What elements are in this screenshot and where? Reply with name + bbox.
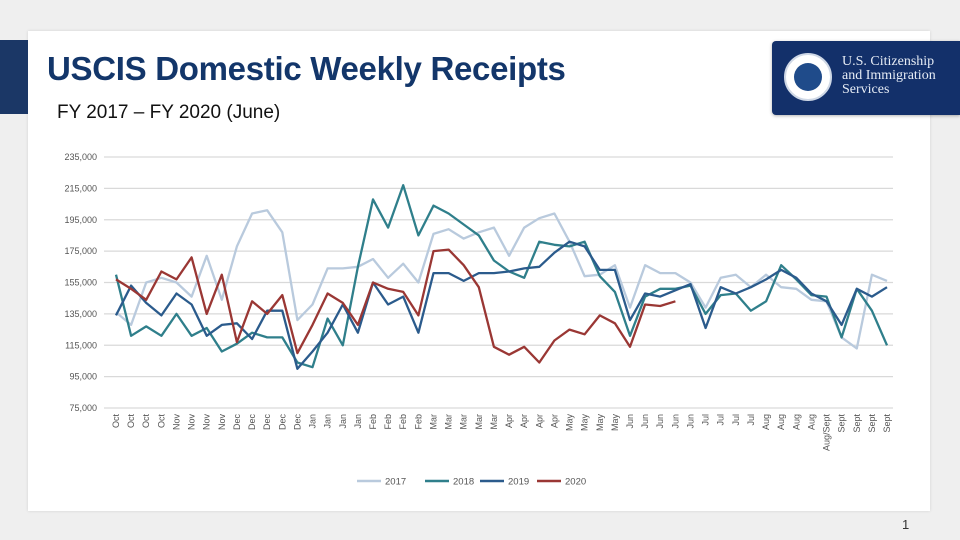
x-tick-label: Jun	[655, 414, 665, 429]
x-tick-label: Aug	[776, 414, 786, 430]
x-tick-label: Nov	[171, 414, 181, 431]
uscis-logo: U.S. Citizenship and Immigration Service…	[772, 41, 960, 115]
page-title: USCIS Domestic Weekly Receipts	[47, 50, 566, 87]
x-tick-label: Jun	[625, 414, 635, 429]
x-tick-label: Mar	[444, 414, 454, 430]
agency-name-line: Services	[842, 82, 890, 97]
x-tick-label: Sept	[867, 414, 877, 433]
x-tick-label: Jul	[731, 414, 741, 426]
x-tick-label: Apr	[519, 414, 529, 428]
legend-label: 2018	[453, 477, 474, 488]
x-tick-label: Oct	[141, 414, 151, 429]
y-tick-label: 155,000	[64, 278, 97, 288]
x-tick-label: Nov	[217, 414, 227, 431]
y-tick-label: 195,000	[64, 215, 97, 225]
x-tick-label: Jun	[640, 414, 650, 429]
y-tick-label: 115,000	[65, 340, 97, 350]
x-tick-label: Aug/Sept	[822, 414, 832, 452]
x-tick-label: Nov	[187, 414, 197, 431]
x-tick-label: Jan	[338, 414, 348, 429]
agency-name-line: U.S. Citizenship	[842, 54, 935, 69]
accent-bar	[0, 40, 28, 114]
y-tick-label: 75,000	[69, 403, 97, 413]
x-tick-label: Jan	[323, 414, 333, 429]
x-tick-label: Dec	[247, 414, 257, 431]
x-tick-label: Aug	[806, 414, 816, 430]
x-tick-label: Jun	[670, 414, 680, 429]
x-tick-label: Jul	[716, 414, 726, 426]
x-tick-label: Feb	[398, 414, 408, 430]
legend-label: 2020	[565, 477, 586, 488]
x-tick-label: May	[595, 414, 605, 432]
agency-name-line: and Immigration	[842, 68, 936, 83]
legend-label: 2019	[508, 477, 529, 488]
x-tick-label: Jul	[701, 414, 711, 426]
x-tick-label: May	[580, 414, 590, 432]
y-tick-label: 135,000	[64, 309, 97, 319]
x-tick-label: Apr	[534, 414, 544, 428]
x-tick-label: Mar	[459, 414, 469, 430]
x-tick-label: Dec	[232, 414, 242, 431]
x-tick-label: May	[610, 414, 620, 432]
y-tick-label: 215,000	[64, 183, 97, 193]
x-tick-label: Mar	[489, 414, 499, 430]
x-tick-label: Jun	[685, 414, 695, 429]
x-tick-label: Feb	[413, 414, 423, 430]
series-line-2018	[114, 184, 889, 369]
x-tick-label: Oct	[126, 414, 136, 429]
agency-name: U.S. Citizenship and Immigration Service…	[842, 55, 936, 97]
page-number: 1	[902, 517, 910, 532]
x-tick-label: Sept	[837, 414, 847, 433]
x-tick-label: Apr	[549, 414, 559, 428]
x-tick-label: Oct	[111, 414, 121, 429]
x-tick-label: Feb	[368, 414, 378, 430]
x-tick-label: Sept	[852, 414, 862, 433]
x-tick-label: May	[565, 414, 575, 432]
series-line-2017	[115, 209, 888, 350]
series-line-2020	[115, 248, 676, 364]
x-tick-label: Dec	[262, 414, 272, 431]
x-tick-label: Jan	[308, 414, 318, 429]
y-tick-label: 175,000	[64, 246, 97, 256]
x-tick-label: Aug	[761, 414, 771, 430]
x-tick-label: Apr	[504, 414, 514, 428]
x-tick-label: Feb	[383, 414, 393, 430]
x-tick-label: Jan	[353, 414, 363, 429]
x-tick-label: Jul	[746, 414, 756, 426]
x-tick-label: Dec	[292, 414, 302, 431]
dhs-seal-icon	[784, 53, 832, 101]
page-subtitle: FY 2017 – FY 2020 (June)	[57, 102, 281, 123]
x-tick-label: Nov	[202, 414, 212, 431]
y-tick-label: 95,000	[69, 372, 97, 382]
x-tick-label: Oct	[156, 414, 166, 429]
x-tick-label: Sept	[882, 414, 892, 433]
x-tick-label: Dec	[277, 414, 287, 431]
y-tick-label: 235,000	[64, 152, 97, 162]
x-tick-label: Mar	[428, 414, 438, 430]
x-tick-label: Mar	[474, 414, 484, 430]
x-tick-label: Aug	[791, 414, 801, 430]
series-line-2019	[114, 240, 888, 370]
legend-label: 2017	[385, 477, 406, 488]
